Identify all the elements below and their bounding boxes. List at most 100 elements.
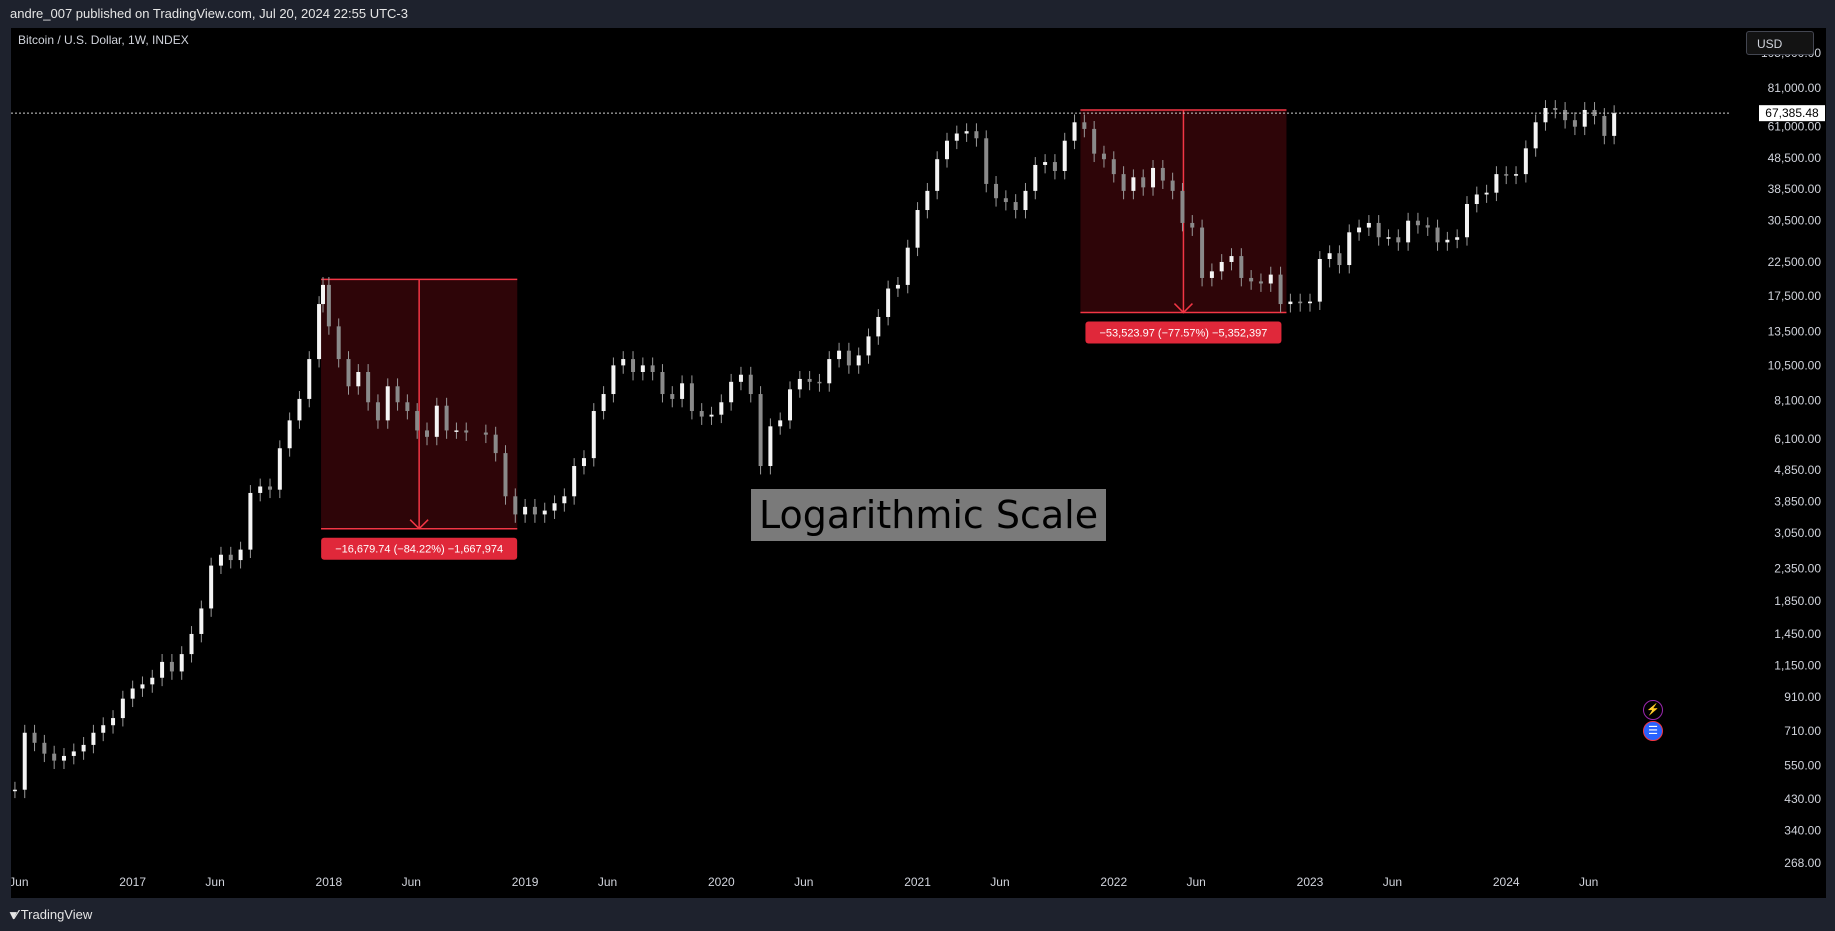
candle-body [218,554,223,566]
candle-body [581,458,586,467]
candle-body [1141,177,1146,188]
candle-body [1494,174,1499,193]
candle-body [1582,109,1587,127]
publish-header: andre_007 published on TradingView.com, … [0,0,1835,28]
candle-body [895,284,900,289]
y-tick-label: 710.00 [1784,724,1821,738]
candle-body [856,355,861,366]
candle-body [1101,153,1106,160]
y-tick-label: 1,850.00 [1774,594,1821,608]
candle-body [523,506,528,515]
candle-body [287,420,292,449]
candle-body [1308,301,1313,304]
candle-body [1013,202,1018,211]
candle-body [680,383,685,399]
x-tick-label: Jun [1383,875,1402,889]
candle-body [366,371,371,403]
x-tick-label: Jun [1187,875,1206,889]
candle-body [1357,227,1362,233]
candle-body [81,744,86,752]
candle-body [699,411,704,417]
candle-body [1170,180,1175,191]
candle-body [1327,253,1332,259]
candle-body [248,492,253,550]
y-tick-label: 1,150.00 [1774,658,1821,672]
candle-body [1219,261,1224,272]
candle-body [1298,301,1303,304]
candle-body [1553,108,1558,110]
candle-body [483,432,488,435]
candle-body [434,405,439,437]
candle-body [503,453,508,497]
candle-body [1572,120,1577,127]
candle-body [650,365,655,372]
x-tick-label: 2021 [904,875,931,889]
candle-body [1514,174,1519,176]
candle-body [1082,122,1087,129]
currency-button[interactable]: USD [1746,31,1814,55]
current-price-tag [1759,105,1825,122]
candle-body [356,371,361,387]
candle-body [1366,222,1371,228]
y-tick-label: 3,050.00 [1774,526,1821,540]
candle-body [444,405,449,431]
measure-arrowhead [409,519,429,530]
candle-body [1121,174,1126,191]
candle-body [1258,281,1263,284]
candle-body [1249,277,1254,282]
candle-body [307,359,312,399]
candle-body [199,608,204,634]
candle-body [71,751,76,756]
candle-body [532,506,537,515]
candle-body [1092,128,1097,154]
measure-arrowhead [1173,303,1193,314]
candle-body [846,350,851,366]
candle-body [52,753,57,761]
y-tick-label: 550.00 [1784,758,1821,772]
y-tick-label: 340.00 [1784,824,1821,838]
x-tick-label: Jun [11,875,29,889]
candle-body [1406,220,1411,243]
candle-body [611,365,616,395]
x-tick-label: Jun [990,875,1009,889]
y-tick-label: 22,500.00 [1768,255,1822,269]
chart-area[interactable]: 105,000.0081,000.0061,000.0048,500.0038,… [11,28,1826,898]
tradingview-brand[interactable]: ▾⁄ TradingView [10,898,92,931]
candle-body [807,378,812,382]
candle-body [1062,140,1067,171]
candle-body [689,383,694,412]
candle-body [1288,301,1293,305]
candle-body [837,350,842,360]
lightning-icon[interactable]: ⚡ [1643,700,1663,720]
candle-body [1200,227,1205,278]
y-tick-label: 6,100.00 [1774,432,1821,446]
candle-body [61,755,66,761]
current-price-label: 67,385.48 [1765,106,1819,120]
candle-body [130,688,135,699]
candle-body [1180,190,1185,223]
y-tick-label: 268.00 [1784,856,1821,870]
x-tick-label: 2023 [1297,875,1324,889]
candle-body [738,374,743,382]
measure-label-box [321,537,518,560]
candle-body [1278,274,1283,305]
candle-body [209,565,214,609]
y-tick-label: 3,850.00 [1774,494,1821,508]
candle-body [454,430,459,432]
y-tick-label: 81,000.00 [1768,81,1822,95]
brand-label: TradingView [20,907,93,922]
flag-icon[interactable]: ☰ [1643,721,1663,741]
candle-body [944,140,949,160]
candle-body [542,510,547,515]
x-tick-label: 2018 [316,875,343,889]
candle-body [1396,237,1401,243]
candle-body [424,430,429,437]
price-chart[interactable]: 105,000.0081,000.0061,000.0048,500.0038,… [11,28,1826,898]
y-tick-label: 48,500.00 [1768,151,1822,165]
candle-body [189,633,194,655]
x-tick-label: 2020 [708,875,735,889]
candle-body [415,411,420,431]
footer: ▾⁄ TradingView [0,898,1835,931]
candle-body [405,402,410,412]
candle-body [1376,222,1381,238]
